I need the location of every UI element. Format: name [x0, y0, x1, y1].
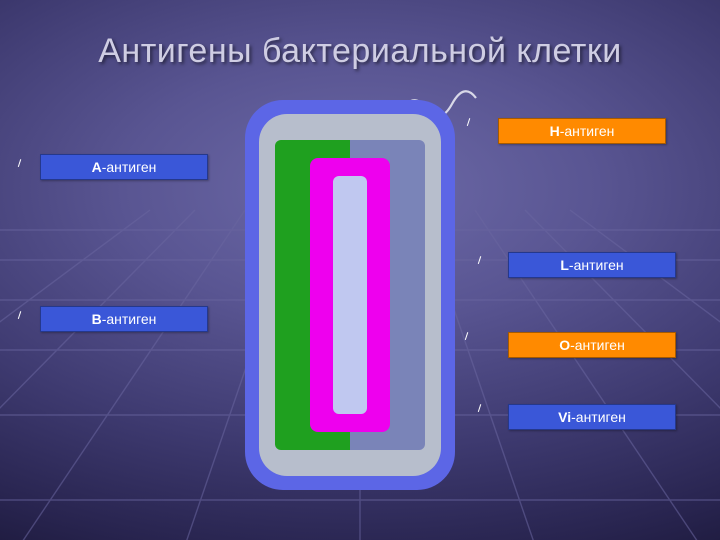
antigen-label-bold-o: О — [559, 337, 570, 353]
antigen-label-rest-a: -антиген — [102, 159, 157, 175]
antigen-label-l: L-антиген — [508, 252, 676, 278]
antigen-label-o: О-антиген — [508, 332, 676, 358]
antigen-label-rest-b: -антиген — [102, 311, 157, 327]
antigen-label-h: Н-антиген — [498, 118, 666, 144]
antigen-label-bold-a: А — [92, 159, 102, 175]
antigen-label-bold-vi: Vi — [558, 409, 571, 425]
antigen-label-bold-h: Н — [550, 123, 560, 139]
antigen-label-b: В-антиген — [40, 306, 208, 332]
antigen-label-bold-l: L — [560, 257, 569, 273]
slide-title: Антигены бактериальной клетки — [0, 32, 720, 71]
antigen-label-rest-l: -антиген — [569, 257, 624, 273]
antigen-label-bold-b: В — [92, 311, 102, 327]
antigen-label-vi: Vi-антиген — [508, 404, 676, 430]
antigen-label-rest-o: -антиген — [570, 337, 625, 353]
antigen-label-rest-h: -антиген — [560, 123, 615, 139]
antigen-label-rest-vi: -антиген — [571, 409, 626, 425]
antigen-label-a: А-антиген — [40, 154, 208, 180]
bacterial-cell — [245, 100, 455, 490]
cell-core — [333, 176, 367, 414]
